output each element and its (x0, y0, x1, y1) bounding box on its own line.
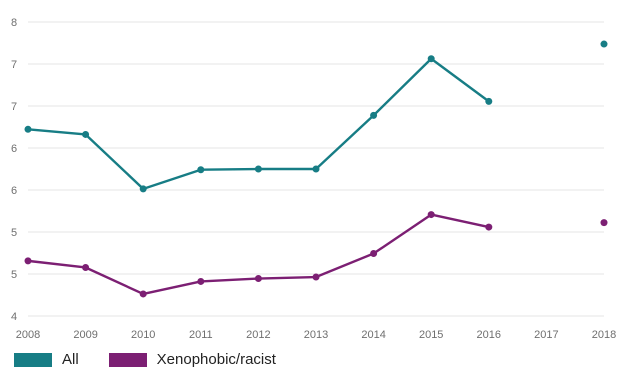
x-tick-label: 2011 (189, 329, 213, 341)
data-point-all (370, 111, 378, 119)
legend-label-xenophobic-racist: Xenophobic/racist (156, 351, 276, 368)
data-point-all (197, 166, 205, 174)
data-point-xenophobic-racist (600, 219, 608, 227)
y-tick-label: 4 (11, 311, 17, 323)
data-point-xenophobic-racist (82, 263, 90, 271)
x-tick-label: 2014 (361, 329, 385, 341)
grid-lines (28, 21, 604, 317)
legend-label-all: All (62, 351, 79, 368)
data-point-xenophobic-racist (370, 250, 378, 258)
x-tick-label: 2015 (419, 329, 443, 341)
legend-swatch-all (14, 352, 52, 367)
y-tick-label: 8 (11, 17, 17, 29)
y-tick-label: 5 (11, 227, 17, 239)
legend: All Xenophobic/racist (14, 351, 276, 368)
y-tick-label: 6 (11, 143, 17, 155)
x-tick-label: 2010 (131, 329, 155, 341)
data-point-all (600, 40, 608, 48)
line-chart: 4 5 5 6 6 7 7 8 2008 2009 2010 2011 2012 2013 2014 201… (11, 17, 616, 341)
data-point-all (485, 97, 493, 105)
series-layer (24, 40, 608, 298)
y-tick-label: 7 (11, 59, 17, 71)
data-point-xenophobic-racist (197, 277, 205, 285)
data-point-xenophobic-racist (254, 275, 262, 283)
x-tick-label: 2008 (16, 329, 40, 341)
x-tick-label: 2016 (477, 329, 501, 341)
legend-swatch-xenophobic-racist (108, 352, 147, 367)
data-point-xenophobic-racist (24, 257, 32, 265)
data-point-xenophobic-racist (312, 273, 320, 281)
data-point-all (24, 125, 32, 133)
data-point-all (254, 165, 262, 173)
y-tick-label: 5 (11, 269, 17, 281)
data-point-xenophobic-racist (485, 223, 493, 231)
legend-item-xenophobic-racist: Xenophobic/racist (108, 351, 276, 368)
x-tick-label: 2018 (592, 329, 616, 341)
data-point-all (139, 185, 147, 193)
x-tick-label: 2017 (534, 329, 558, 341)
y-tick-label: 7 (11, 101, 17, 113)
y-tick-label: 6 (11, 185, 17, 197)
data-point-all (427, 55, 435, 63)
x-tick-label: 2012 (246, 329, 270, 341)
y-axis-ticks: 4 5 5 6 6 7 7 8 (11, 17, 17, 323)
data-point-all (82, 130, 90, 138)
series-line-xenophobic-racist (26, 213, 490, 296)
data-point-all (312, 165, 320, 173)
data-point-xenophobic-racist (427, 211, 435, 219)
x-axis-ticks: 2008 2009 2010 2011 2012 2013 2014 2015 2016 2017… (16, 329, 616, 341)
x-tick-label: 2013 (304, 329, 328, 341)
x-tick-label: 2009 (73, 329, 97, 341)
legend-item-all: All (14, 351, 79, 368)
data-point-xenophobic-racist (139, 290, 147, 298)
